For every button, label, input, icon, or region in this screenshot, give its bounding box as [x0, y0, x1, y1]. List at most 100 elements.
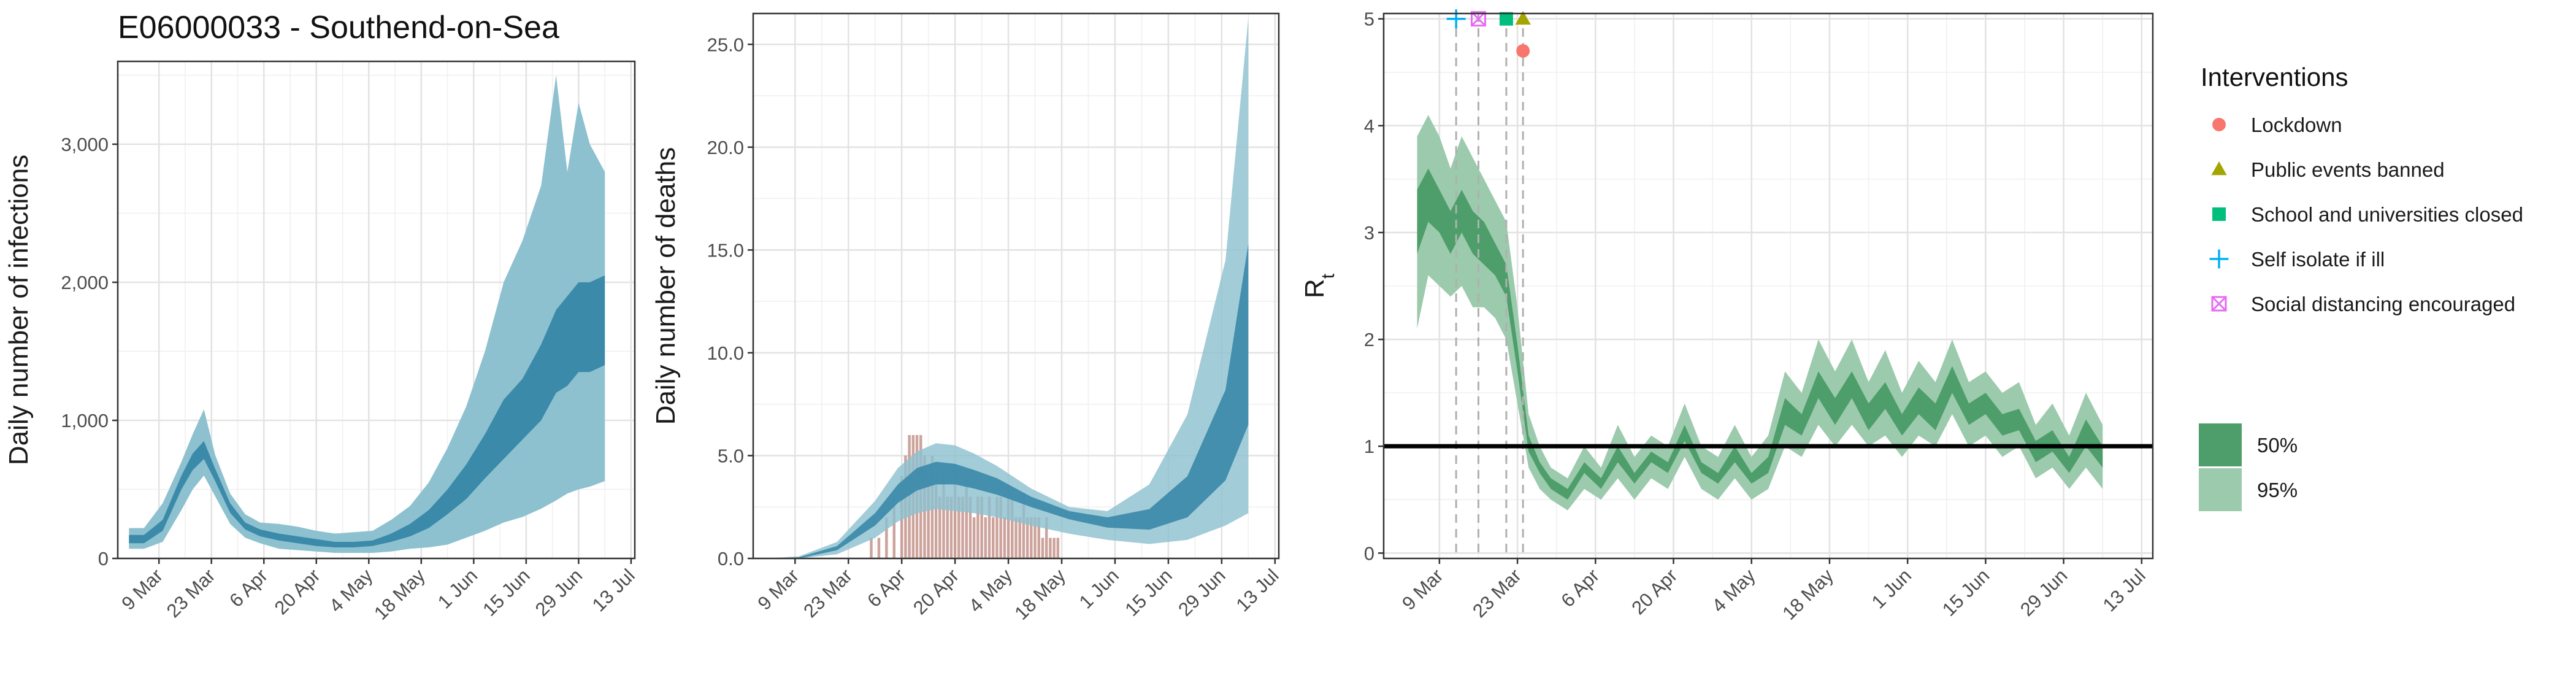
y-tick-label: 5 [1364, 9, 1374, 30]
x-tick-label: 15 Jun [1121, 565, 1176, 620]
x-tick-label: 9 Mar [117, 565, 167, 614]
observed-death-bar [1049, 538, 1052, 558]
observed-death-bar [1003, 517, 1006, 558]
boxx-diag2 [1471, 11, 1486, 26]
x-tick-label: 6 Apr [1557, 565, 1603, 611]
y-tick-label: 10.0 [707, 342, 744, 364]
x-tick-label: 4 May [965, 565, 1017, 617]
intervention-marker-triangle [1515, 10, 1531, 25]
observed-death-bar [992, 517, 995, 558]
x-tick-label: 29 Jun [531, 565, 587, 620]
observed-death-bar [885, 517, 888, 558]
x-tick-label: 6 Apr [225, 565, 272, 611]
observed-death-bar [953, 476, 957, 558]
band-95pct [129, 75, 605, 553]
x-tick-label: 23 Mar [163, 565, 220, 622]
observed-death-bar [1018, 517, 1021, 558]
legend-marker-square [2212, 207, 2226, 221]
boxx-square [2211, 296, 2227, 312]
x-tick-label: 23 Mar [1468, 565, 1525, 622]
intervention-marker-square [1499, 12, 1513, 26]
x-tick-label: 20 Apr [1627, 565, 1681, 619]
x-tick-label: 1 Jun [434, 565, 481, 612]
legend-item-label: Lockdown [2251, 114, 2342, 136]
observed-death-bar [987, 496, 991, 558]
panel-border [1382, 12, 2154, 560]
x-tick-label: 1 Jun [1075, 565, 1123, 612]
panel-border [752, 12, 1280, 560]
legend-item-label: Public events banned [2251, 158, 2445, 181]
band-50pct [1417, 168, 2103, 500]
observed-death-bar [995, 496, 999, 558]
observed-death-bar [949, 496, 953, 558]
observed-death-bar [976, 496, 979, 558]
panel-border [117, 60, 636, 560]
legend-band-swatch [2199, 423, 2242, 466]
x-tick-label: 9 Mar [753, 565, 803, 614]
x-tick-label: 18 May [370, 565, 429, 624]
y-axis-title: Daily number of deaths [651, 147, 681, 425]
x-tick-label: 4 May [325, 565, 377, 617]
observed-death-bar [934, 476, 938, 558]
observed-death-bar [961, 496, 964, 558]
observed-death-bar [1037, 517, 1040, 558]
observed-death-bar [892, 496, 896, 558]
x-tick-label: 15 Jun [478, 565, 534, 620]
x-tick-label: 20 Apr [270, 565, 324, 619]
observed-death-bar [946, 496, 949, 558]
rt-panel: 0 1 2 3 4 5 9 Mar 23 Mar 6 Apr 20 Apr 4 May 18 May 1… [1300, 9, 2154, 624]
y-tick-label: 3 [1364, 222, 1374, 244]
observed-death-bar [1022, 496, 1025, 558]
observed-death-bar [1025, 517, 1029, 558]
observed-death-bar [1041, 538, 1045, 558]
y-tick-label: 0 [98, 548, 109, 569]
legend-item-label: School and universities closed [2251, 203, 2523, 226]
plot-area [129, 75, 605, 553]
y-axis-title: Rt [1300, 273, 1338, 298]
observed-death-bar [972, 517, 976, 558]
observed-death-bar [927, 476, 930, 558]
observed-death-bar [1052, 538, 1056, 558]
legend-band-label: 95% [2257, 479, 2298, 501]
legend-band-swatch [2199, 468, 2242, 511]
observed-death-bar [980, 496, 983, 558]
observed-death-bar [999, 496, 1002, 558]
y-tick-label: 2,000 [61, 272, 109, 293]
y-tick-label: 1 [1364, 436, 1374, 457]
y-tick-label: 4 [1364, 115, 1374, 137]
observed-death-bar [1014, 517, 1018, 558]
y-tick-label: 0 [1364, 542, 1374, 564]
y-tick-label: 20.0 [707, 137, 744, 158]
x-tick-label: 15 Jun [1938, 565, 1994, 620]
intervention-marker-plus [1446, 9, 1466, 29]
y-tick-label: 2 [1364, 329, 1374, 350]
band-50pct [764, 244, 1249, 558]
intervention-marker-circle [1516, 44, 1530, 58]
observed-death-bar [965, 476, 968, 558]
legend-marker-triangle [2211, 161, 2227, 176]
x-tick-label: 18 May [1010, 565, 1070, 624]
x-tick-label: 18 May [1778, 565, 1838, 624]
x-tick-label: 13 Jul [1232, 565, 1282, 615]
y-tick-label: 3,000 [61, 134, 109, 155]
observed-death-bar [870, 538, 873, 558]
legend-band-label: 50% [2257, 434, 2298, 457]
x-tick-label: 29 Jun [1174, 565, 1230, 620]
observed-death-bar [968, 496, 972, 558]
x-tick-label: 29 Jun [2016, 565, 2072, 620]
x-tick-label: 13 Jul [2099, 565, 2150, 615]
x-tick-label: 23 Mar [799, 565, 856, 622]
x-tick-label: 6 Apr [863, 565, 910, 611]
y-tick-label: 25.0 [707, 34, 744, 55]
y-tick-label: 0.0 [718, 548, 744, 569]
x-tick-label: 4 May [1708, 565, 1760, 617]
observed-death-bar [1030, 517, 1033, 558]
observed-death-bar [957, 496, 960, 558]
y-tick-label: 5.0 [718, 445, 744, 466]
x-tick-label: 20 Apr [909, 565, 963, 619]
observed-death-bar [1045, 517, 1048, 558]
observed-death-bar [1056, 538, 1060, 558]
